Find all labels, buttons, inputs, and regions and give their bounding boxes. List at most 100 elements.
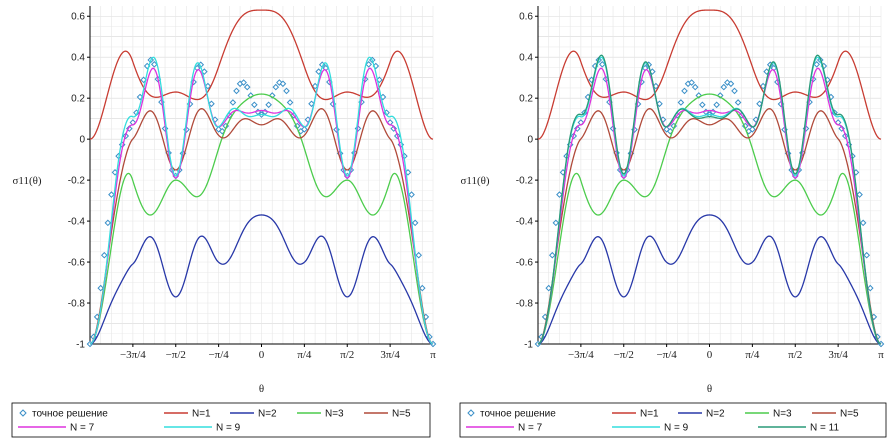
legend-label: N=3	[325, 409, 344, 420]
data-point-exact	[656, 100, 663, 108]
data-point-exact	[573, 125, 581, 132]
data-point-exact	[838, 125, 846, 132]
x-tick-label: 3π/4	[828, 349, 848, 361]
data-point-exact	[666, 127, 674, 135]
data-point-exact	[251, 101, 258, 109]
legend-label: N=2	[258, 409, 277, 420]
legend-label: N=5	[840, 409, 859, 420]
plot-area	[86, 9, 437, 348]
data-point-exact	[218, 127, 226, 135]
data-point-exact	[104, 219, 112, 227]
x-tick-label: π/4	[297, 349, 312, 361]
data-point-exact	[311, 82, 319, 90]
data-point-exact	[713, 101, 720, 109]
data-point-exact	[552, 219, 560, 227]
series-line-1	[89, 9, 434, 140]
data-point-exact	[276, 79, 283, 86]
y-tick-label: -0.4	[68, 217, 86, 228]
legend-label: N = 9	[664, 423, 689, 434]
y-tick-label: 0	[527, 135, 533, 146]
x-axis-label: θ	[259, 383, 264, 395]
legend-label: N=2	[706, 409, 725, 420]
x-tick-label: π	[878, 349, 884, 361]
data-point-exact	[151, 61, 158, 68]
y-axis-label: σ11(θ)	[12, 175, 41, 187]
y-tick-label: -1	[524, 340, 533, 351]
legend-label: N=1	[640, 409, 659, 420]
y-tick-label: 0.4	[71, 53, 85, 64]
data-point-exact	[208, 100, 215, 108]
legend-marker	[467, 409, 475, 417]
data-point-exact	[599, 61, 606, 68]
series-line-3	[89, 93, 434, 345]
data-point-exact	[301, 126, 308, 133]
grid	[537, 6, 882, 345]
y-tick-label: -0.4	[516, 217, 534, 228]
data-point-exact	[97, 284, 105, 292]
legend-label: N = 7	[70, 423, 95, 434]
series-line-6	[89, 56, 434, 345]
legend-label: N=5	[392, 409, 411, 420]
x-tick-label: −π/4	[656, 349, 677, 361]
series-line-2	[537, 214, 882, 345]
x-tick-label: −3π/4	[120, 349, 146, 361]
chart-panel-2: 0.6 0.4 0.2 0 -0.2 -0.4 -0.6 -0.8 -1 −3π/4 −π/2 −π/…	[459, 6, 887, 438]
data-point-exact	[100, 251, 108, 259]
x-tick-label: −3π/4	[568, 349, 594, 361]
data-point-exact	[699, 101, 706, 109]
data-point-exact	[108, 191, 115, 198]
data-point-exact	[418, 284, 426, 292]
data-point-exact	[556, 191, 563, 198]
legend-label: N = 9	[216, 423, 241, 434]
data-point-exact	[663, 126, 670, 133]
y-tick-label: 0.2	[71, 94, 85, 105]
data-point-exact	[677, 99, 685, 106]
y-tick-label: 0.2	[519, 94, 533, 105]
x-tick-label: π/2	[340, 349, 354, 361]
y-tick-label: -0.2	[516, 176, 534, 187]
data-point-exact	[215, 126, 222, 133]
data-point-exact	[731, 87, 738, 95]
legend-marker	[19, 409, 27, 417]
data-point-exact	[734, 99, 742, 106]
series-line-4	[537, 108, 882, 345]
x-tick-label: −π/4	[208, 349, 229, 361]
data-point-exact	[204, 82, 212, 90]
y-tick-label: -0.6	[516, 258, 534, 269]
data-point-exact	[243, 83, 251, 91]
x-tick-label: 0	[707, 349, 713, 361]
data-point-exact	[863, 251, 871, 259]
x-tick-label: 0	[259, 349, 265, 361]
data-point-exact	[813, 61, 820, 68]
y-axis-label: σ11(θ)	[460, 175, 489, 187]
series-line-3	[537, 93, 882, 345]
x-tick-label: π/2	[788, 349, 802, 361]
x-tick-label: −π/2	[614, 349, 634, 361]
chart-panel-1: 0.6 0.4 0.2 0 -0.2 -0.4 -0.6 -0.8 -1 −3π/4 −π/2 −π/…	[11, 6, 437, 438]
data-point-exact	[365, 61, 372, 68]
series-line-2	[89, 214, 434, 345]
x-tick-label: 3π/4	[380, 349, 400, 361]
legend-label: N=3	[773, 409, 792, 420]
y-tick-label: -0.8	[68, 299, 86, 310]
data-point-exact	[265, 101, 272, 109]
data-point-exact	[724, 79, 731, 86]
y-tick-label: 0	[79, 135, 85, 146]
legend-label: N = 11	[810, 423, 839, 434]
data-point-exact	[688, 79, 695, 86]
data-point-exact	[408, 191, 415, 198]
data-point-exact	[859, 219, 867, 227]
data-point-exact	[279, 80, 287, 88]
legend: точное решение N=1 N=2 N=3 N=5 N = 7 N = 9	[11, 402, 431, 438]
data-point-exact	[272, 83, 280, 91]
y-tick-label: 0.6	[71, 12, 85, 23]
x-tick-label: −π/2	[166, 349, 186, 361]
series-line-5	[537, 67, 882, 345]
data-point-exact	[229, 99, 237, 106]
data-point-exact	[125, 125, 133, 132]
legend: точное решение N=1 N=2 N=3 N=5 N = 7 N = 9 N = …	[459, 402, 887, 438]
series-line-7	[537, 54, 882, 345]
legend-box	[11, 402, 431, 438]
legend-label: N = 7	[518, 423, 543, 434]
